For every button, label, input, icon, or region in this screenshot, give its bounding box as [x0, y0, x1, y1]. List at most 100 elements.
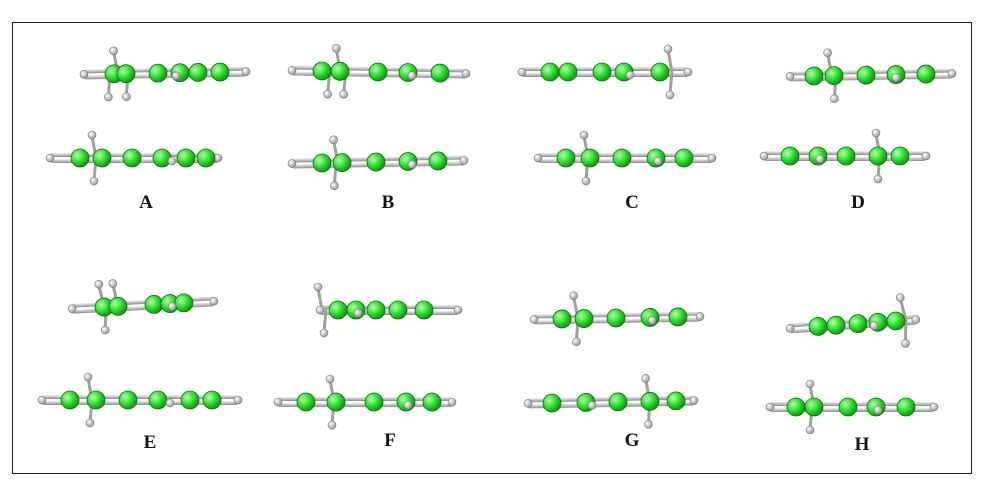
hydrogen-atom [79, 70, 89, 79]
carbon-atom [674, 148, 694, 168]
hydrogen-atom [104, 92, 113, 102]
hydrogen-atom [332, 43, 341, 53]
hydrogen-atom [109, 46, 118, 56]
hydrogen-atom [805, 425, 815, 435]
carbon-atom [388, 300, 408, 320]
hydrogen-atom [625, 70, 635, 80]
carbon-atom [780, 146, 800, 166]
hydrogen-atom [87, 130, 97, 140]
carbon-atom [196, 148, 216, 168]
carbon-atom [824, 66, 844, 86]
carbon-atom [180, 390, 200, 410]
hydrogen-atom [873, 405, 883, 415]
bond-h-top [898, 297, 908, 322]
molecule-13 [37, 372, 243, 428]
carbon-atom [92, 148, 112, 168]
carbon-atom [552, 309, 572, 329]
carbon-atom [868, 312, 888, 332]
carbon-atom [916, 64, 936, 84]
hydrogen-atom [663, 44, 673, 54]
hydrogen-atom [319, 328, 329, 338]
panel-label-g: G [624, 430, 640, 451]
carbon-atom [312, 61, 332, 81]
carbon-atom [786, 397, 806, 417]
hydrogen-atom [929, 402, 939, 412]
hydrogen-atom [647, 316, 657, 325]
hydrogen-atom [37, 395, 47, 405]
carbon-atom [556, 148, 576, 168]
carbon-atom [364, 392, 384, 412]
hydrogen-atom [45, 153, 55, 163]
panel-label-a: A [139, 192, 153, 213]
hydrogen-atom [325, 374, 335, 384]
hydrogen-atom [403, 400, 413, 410]
carbon-atom [666, 391, 686, 411]
carbon-atom [868, 146, 888, 166]
hydrogen-atom [644, 420, 653, 429]
hydrogen-atom [869, 321, 879, 330]
panel-label-e: E [143, 432, 157, 453]
carbon-atom [174, 293, 194, 313]
hydrogen-atom [830, 94, 839, 103]
bond-h-top [666, 48, 674, 74]
carbon-atom [60, 390, 80, 410]
hydrogen-atom [327, 420, 337, 430]
hydrogen-atom [947, 69, 957, 78]
carbon-atom [856, 65, 876, 85]
hydrogen-atom [569, 291, 578, 301]
hydrogen-atom [921, 151, 931, 161]
carbon-atom [890, 146, 910, 166]
molecule-1 [79, 46, 251, 102]
hydrogen-atom [873, 174, 883, 184]
hydrogen-atom [67, 304, 77, 314]
carbon-atom [826, 315, 846, 335]
molecule-6 [287, 135, 469, 191]
carbon-atom [430, 63, 450, 83]
hydrogen-atom [287, 66, 297, 75]
hydrogen-atom [759, 151, 769, 161]
molecule-9 [67, 279, 219, 335]
hydrogen-atom [447, 397, 457, 407]
hydrogen-atom [83, 372, 93, 382]
hydrogen-atom [287, 159, 297, 168]
molecule-5 [45, 130, 223, 186]
hydrogen-atom [891, 73, 901, 82]
hydrogen-atom [273, 397, 283, 407]
carbon-atom [650, 62, 670, 82]
hydrogen-atom [330, 181, 339, 191]
carbon-atom [542, 393, 562, 413]
hydrogen-atom [100, 325, 110, 335]
molecule-7 [533, 130, 717, 186]
carbon-atom [558, 62, 578, 82]
molecule-2 [287, 43, 471, 99]
carbon-atom [210, 62, 230, 82]
carbon-atom [414, 300, 434, 320]
hydrogen-atom [765, 402, 775, 412]
carbon-atom [428, 151, 448, 171]
hydrogen-atom [689, 396, 699, 405]
carbon-atom [118, 390, 138, 410]
hydrogen-atom [805, 379, 815, 389]
hydrogen-atom [533, 153, 543, 163]
hydrogen-atom [233, 395, 243, 405]
hydrogen-atom [641, 374, 650, 383]
panel-label-c: C [625, 192, 639, 213]
hydrogen-atom [459, 156, 469, 165]
carbon-atom [188, 63, 208, 82]
panel-label-d: D [851, 192, 865, 213]
molecule-8 [759, 128, 931, 184]
carbon-atom [116, 64, 136, 84]
bond-h-bottom [322, 308, 328, 334]
carbon-atom [592, 62, 612, 82]
hydrogen-atom [209, 296, 219, 306]
carbon-atom [86, 390, 106, 410]
hydrogen-atom [587, 401, 597, 410]
hydrogen-atom [339, 90, 348, 99]
hydrogen-atom [517, 67, 527, 77]
hydrogen-atom [653, 156, 663, 166]
carbon-atom [540, 62, 560, 82]
carbon-atom [312, 153, 332, 173]
hydrogen-atom [901, 339, 910, 348]
hydrogen-atom [683, 67, 693, 77]
hydrogen-atom [785, 72, 795, 81]
